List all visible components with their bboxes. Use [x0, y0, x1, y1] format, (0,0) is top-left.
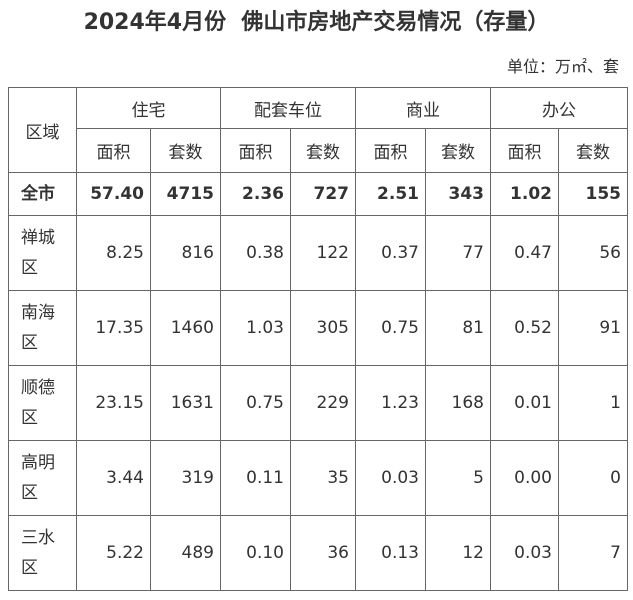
value-cell: 12 — [425, 515, 491, 591]
value-cell: 0.01 — [490, 365, 559, 441]
region-header: 区域 — [8, 87, 77, 173]
value-cell: 2.36 — [220, 172, 291, 216]
data-row: 高明区 3.44 319 0.11 35 0.03 5 0.00 0 — [8, 440, 628, 516]
value-cell: 319 — [150, 440, 221, 516]
value-cell: 77 — [425, 215, 491, 291]
region-cell: 南海区 — [8, 290, 77, 366]
region-name: 高明区 — [21, 453, 55, 503]
value-cell: 57.40 — [76, 172, 151, 216]
group-header: 办公 — [490, 87, 628, 129]
value-cell: 229 — [290, 365, 356, 441]
value-cell: 0.03 — [355, 440, 426, 516]
header-row: 区域 住宅 配套车位 商业 办公 — [8, 87, 628, 173]
value-cell: 816 — [150, 215, 221, 291]
group-header: 商业 — [355, 87, 491, 129]
region-name: 南海区 — [21, 303, 55, 353]
region-cell: 三水区 — [8, 515, 77, 591]
value-cell: 0.13 — [355, 515, 426, 591]
value-cell: 305 — [290, 290, 356, 366]
value-cell: 1.03 — [220, 290, 291, 366]
group-header: 住宅 — [76, 87, 221, 129]
value-cell: 0.75 — [355, 290, 426, 366]
value-cell: 81 — [425, 290, 491, 366]
region-name: 全市 — [21, 184, 55, 204]
value-cell: 0.37 — [355, 215, 426, 291]
value-cell: 489 — [150, 515, 221, 591]
data-row: 三水区 5.22 489 0.10 36 0.13 12 0.03 7 — [8, 515, 628, 591]
value-cell: 155 — [558, 172, 628, 216]
value-cell: 0.52 — [490, 290, 559, 366]
subheader: 面积 — [490, 128, 559, 173]
value-cell: 8.25 — [76, 215, 151, 291]
region-name: 禅城区 — [21, 228, 55, 278]
subheader-row: 面积 套数 面积 套数 面积 套数 面积 套数 — [9, 128, 628, 173]
subheader: 面积 — [76, 128, 151, 173]
value-cell: 0.38 — [220, 215, 291, 291]
subheader: 套数 — [150, 128, 221, 173]
value-cell: 1.23 — [355, 365, 426, 441]
value-cell: 1.02 — [490, 172, 559, 216]
region-name: 三水区 — [21, 528, 55, 578]
value-cell: 0.75 — [220, 365, 291, 441]
value-cell: 0.10 — [220, 515, 291, 591]
title: 2024年4月份 佛山市房地产交易情况（存量） — [83, 10, 550, 35]
value-cell: 0.11 — [220, 440, 291, 516]
value-cell: 36 — [290, 515, 356, 591]
subheader: 面积 — [355, 128, 426, 173]
value-cell: 23.15 — [76, 365, 151, 441]
value-cell: 35 — [290, 440, 356, 516]
subheader: 套数 — [425, 128, 491, 173]
region-cell: 禅城区 — [8, 215, 77, 291]
group-header: 配套车位 — [220, 87, 356, 129]
value-cell: 5 — [425, 440, 491, 516]
value-cell: 1460 — [150, 290, 221, 366]
value-cell: 0.47 — [490, 215, 559, 291]
region-cell: 高明区 — [8, 440, 77, 516]
value-cell: 5.22 — [76, 515, 151, 591]
value-cell: 122 — [290, 215, 356, 291]
region-cell: 全市 — [8, 172, 77, 216]
data-row: 禅城区 8.25 816 0.38 122 0.37 77 0.47 56 — [8, 215, 628, 291]
value-cell: 4715 — [150, 172, 221, 216]
data-row: 顺德区 23.15 1631 0.75 229 1.23 168 0.01 1 — [8, 365, 628, 441]
value-cell: 0.03 — [490, 515, 559, 591]
region-cell: 顺德区 — [8, 365, 77, 441]
value-cell: 0.00 — [490, 440, 559, 516]
value-cell: 727 — [290, 172, 356, 216]
value-cell: 56 — [558, 215, 628, 291]
value-cell: 1 — [558, 365, 628, 441]
value-cell: 0 — [558, 440, 628, 516]
value-cell: 91 — [558, 290, 628, 366]
region-name: 顺德区 — [21, 378, 55, 428]
data-row: 南海区 17.35 1460 1.03 305 0.75 81 0.52 91 — [8, 290, 628, 366]
value-cell: 3.44 — [76, 440, 151, 516]
data-row: 全市 57.40 4715 2.36 727 2.51 343 1.02 155 — [8, 172, 628, 216]
subheader: 面积 — [220, 128, 291, 173]
subheader: 套数 — [290, 128, 356, 173]
value-cell: 17.35 — [76, 290, 151, 366]
value-cell: 1631 — [150, 365, 221, 441]
value-cell: 168 — [425, 365, 491, 441]
unit-note: 单位：万㎡、套 — [506, 57, 619, 76]
data-table: 区域 住宅 配套车位 商业 办公 面积 套数 面积 套数 面积 套数 面积 套数 全市 57.40 4715 2… — [8, 87, 628, 591]
value-cell: 343 — [425, 172, 491, 216]
value-cell: 7 — [558, 515, 628, 591]
subheader: 套数 — [558, 128, 628, 173]
value-cell: 2.51 — [355, 172, 426, 216]
